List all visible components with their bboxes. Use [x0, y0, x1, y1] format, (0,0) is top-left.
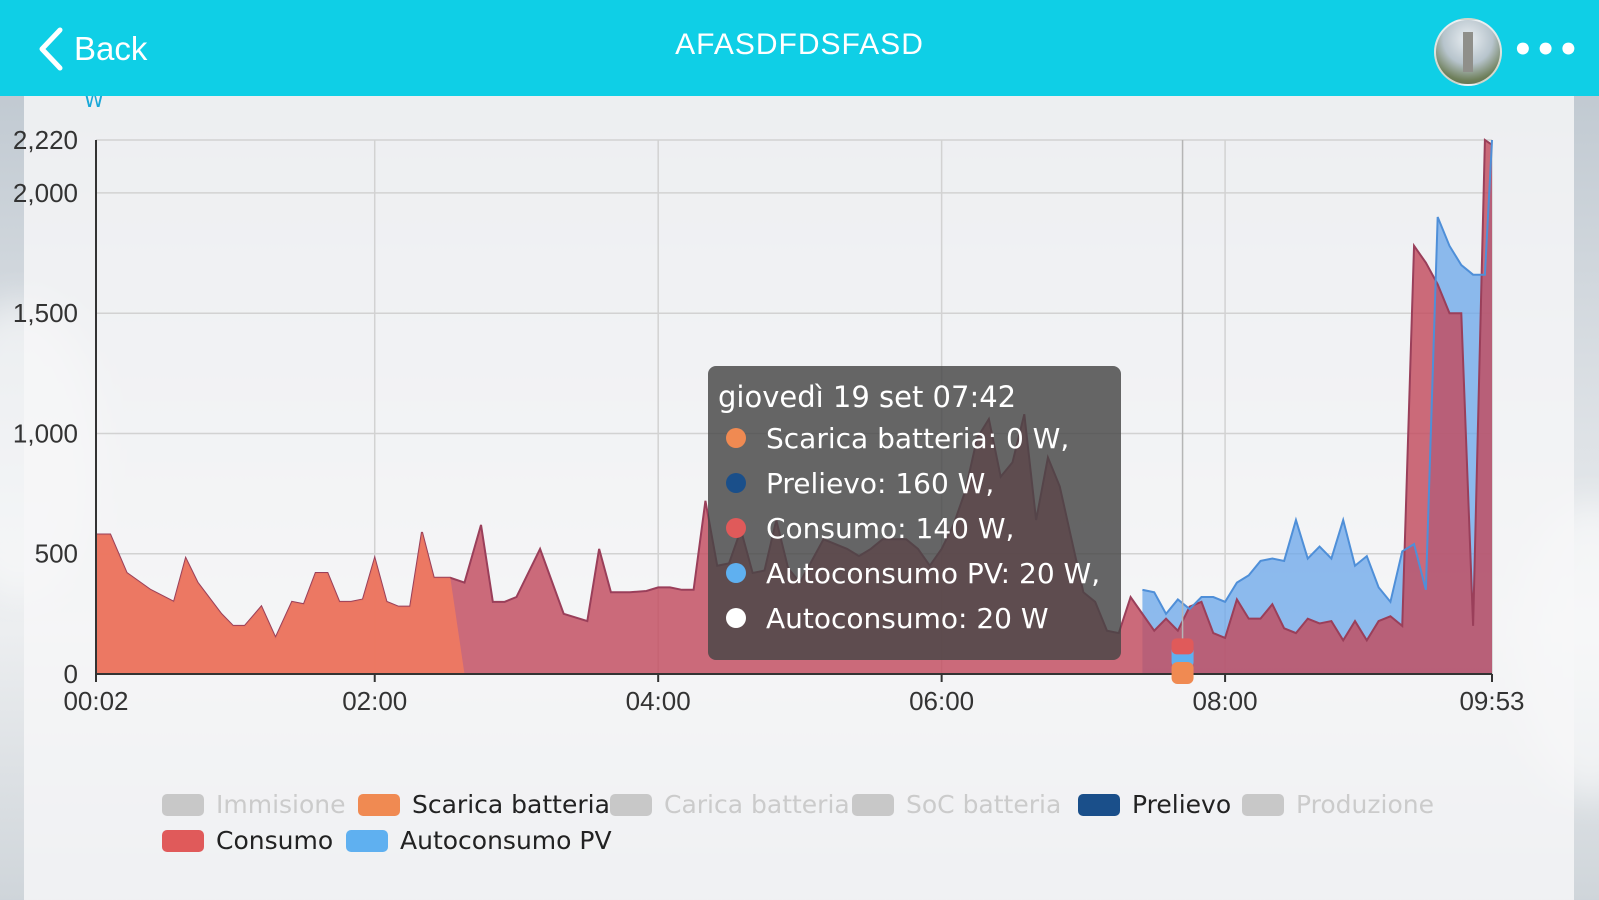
series-area-scarica-batteria	[96, 532, 465, 674]
y-tick-label: 1,500	[13, 298, 78, 328]
y-tick-label: 500	[35, 539, 78, 569]
legend-label: Autoconsumo PV	[400, 826, 612, 855]
cursor-point-consumo	[1171, 638, 1194, 655]
legend-label: Prelievo	[1132, 790, 1232, 819]
tooltip-title: giovedì 19 set 07:42	[718, 380, 1017, 414]
tooltip-row: Autoconsumo: 20 W	[718, 598, 1049, 638]
legend-label: Scarica batteria	[412, 790, 610, 819]
tooltip-series-dot	[726, 518, 746, 538]
legend-label: Carica batteria	[664, 790, 850, 819]
back-label: Back	[74, 30, 148, 67]
page-title: AFASDFDSFASD	[675, 28, 924, 61]
y-tick-label: 2,220	[13, 125, 78, 155]
avatar-tower-shape	[1463, 32, 1473, 72]
tooltip-row-label: Scarica batteria: 0 W,	[766, 421, 1070, 455]
x-tick-label: 04:00	[626, 686, 691, 716]
y-tick-label: 0	[64, 659, 78, 689]
legend-swatch	[346, 829, 388, 852]
legend-swatch	[162, 793, 204, 816]
legend-swatch	[1242, 793, 1284, 816]
legend-swatch	[162, 829, 204, 852]
back-button[interactable]: Back	[34, 24, 147, 74]
y-tick-label: 1,000	[13, 418, 78, 448]
legend-swatch	[1078, 793, 1120, 816]
x-tick-label: 02:00	[342, 686, 407, 716]
legend-item[interactable]: Produzione	[1242, 790, 1434, 819]
tooltip-series-dot	[726, 473, 746, 493]
axis-layer: 0 500 1,000 1,500 2,000 2,220 00:02 02:00 04:00 0…	[13, 125, 1525, 716]
more-options-icon[interactable]: •••	[1512, 30, 1581, 70]
x-tick-label: 06:00	[909, 686, 974, 716]
x-tick-label: 09:53	[1459, 686, 1524, 716]
legend-item[interactable]: SoC batteria	[852, 790, 1061, 819]
tooltip-series-dot	[726, 608, 746, 628]
legend-item[interactable]: Autoconsumo PV	[346, 826, 612, 855]
legend-swatch	[610, 793, 652, 816]
x-tick-label: 00:02	[63, 686, 128, 716]
legend-item[interactable]: Prelievo	[1078, 790, 1231, 819]
legend-label: SoC batteria	[906, 790, 1062, 819]
series-line-autoconsumo-pv	[1142, 139, 1493, 616]
legend-item[interactable]: Immisione	[162, 790, 346, 819]
tooltip-row-label: Prelievo: 160 W,	[766, 466, 995, 500]
x-tick-label: 08:00	[1193, 686, 1258, 716]
energy-area-chart[interactable]: 0 500 1,000 1,500 2,000 2,220 00:02 02:00 04:00 0…	[0, 96, 1599, 816]
cursor-point-scarica-batteria	[1171, 662, 1194, 684]
legend-label: Consumo	[216, 826, 334, 855]
tooltip-row: Autoconsumo PV: 20 W,	[718, 553, 1100, 593]
tooltip-row: Consumo: 140 W,	[718, 508, 1014, 548]
tooltip-series-dot	[726, 563, 746, 583]
tooltip-row-label: Autoconsumo: 20 W	[766, 601, 1049, 635]
tooltip-row-label: Autoconsumo PV: 20 W,	[766, 556, 1101, 590]
legend-item[interactable]: Consumo	[162, 826, 333, 855]
tooltip-row: Prelievo: 160 W,	[718, 463, 994, 503]
chevron-left-icon	[39, 27, 63, 71]
tooltip-row-label: Consumo: 140 W,	[766, 511, 1015, 545]
y-tick-label: 2,000	[13, 178, 78, 208]
legend-swatch	[852, 793, 894, 816]
legend-label: Immisione	[216, 790, 346, 819]
tooltip-row: Scarica batteria: 0 W,	[718, 418, 1069, 458]
chart-tooltip: giovedì 19 set 07:42 Scarica batteria: 0…	[708, 366, 1121, 660]
cursor-layer	[1171, 140, 1194, 684]
avatar[interactable]	[1434, 18, 1502, 86]
legend-item[interactable]: Carica batteria	[610, 790, 850, 819]
legend-swatch	[358, 793, 400, 816]
app-header: Back AFASDFDSFASD •••	[0, 0, 1599, 96]
area-layer	[96, 138, 1493, 674]
tooltip-series-dot	[726, 428, 746, 448]
legend-item[interactable]: Scarica batteria	[358, 790, 610, 819]
legend-label: Produzione	[1296, 790, 1434, 819]
